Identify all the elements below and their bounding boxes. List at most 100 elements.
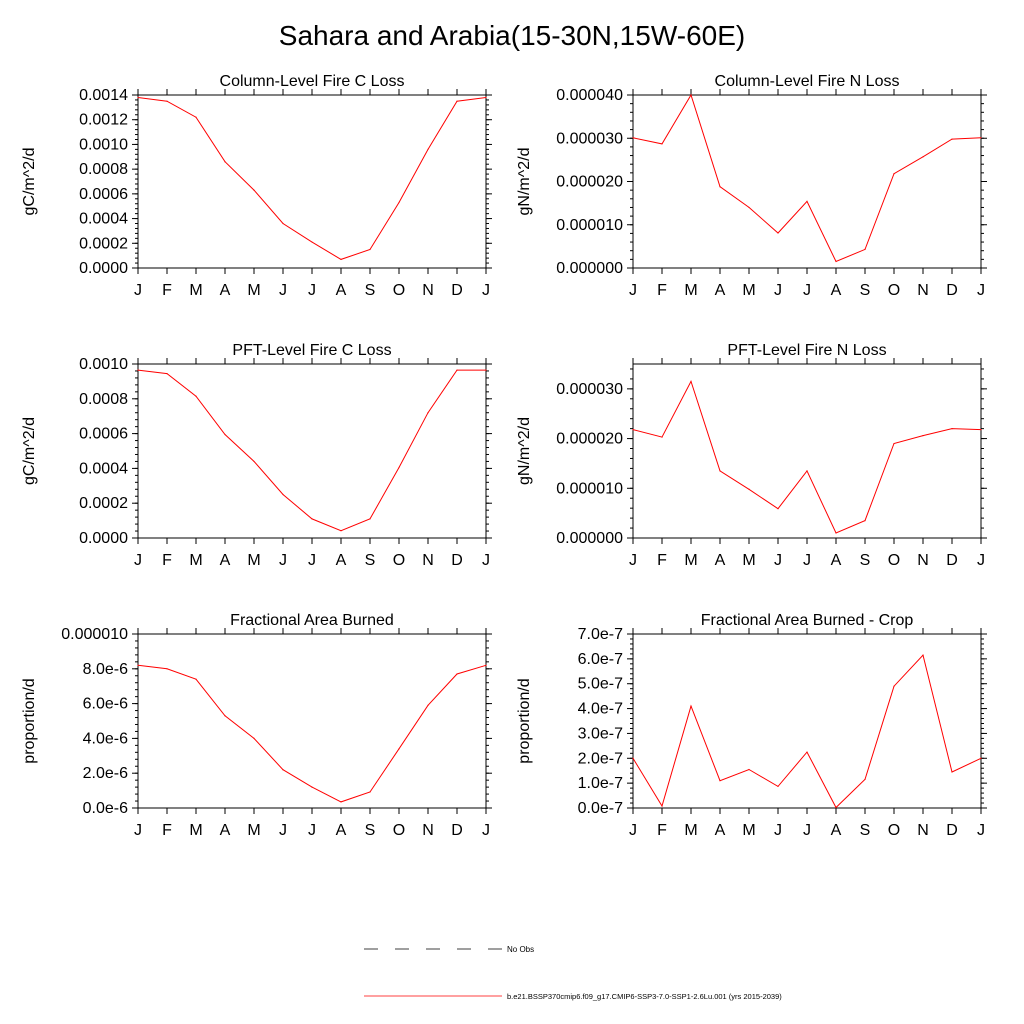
data-point bbox=[195, 678, 197, 680]
y-tick-label: 0.0006 bbox=[79, 426, 128, 443]
data-point bbox=[253, 189, 255, 191]
y-tick-label: 0.0002 bbox=[79, 495, 128, 512]
x-tick-label: F bbox=[162, 552, 172, 569]
x-tick-label: N bbox=[917, 822, 929, 839]
x-tick-label: N bbox=[917, 552, 929, 569]
x-tick-label: S bbox=[365, 282, 376, 299]
data-point bbox=[690, 705, 692, 707]
data-point bbox=[166, 100, 168, 102]
chart-title: PFT-Level Fire C Loss bbox=[232, 342, 391, 359]
legend-model-label: b.e21.BSSP370cmip6.f09_g17.CMIP6-SSP3-7.… bbox=[507, 992, 782, 1001]
y-axis-label: proportion/d bbox=[516, 678, 533, 763]
x-tick-label: J bbox=[308, 552, 316, 569]
data-point bbox=[224, 161, 226, 163]
series-line bbox=[137, 369, 486, 532]
data-point bbox=[980, 137, 982, 139]
data-point bbox=[311, 786, 313, 788]
y-tick-label: 0.0008 bbox=[79, 391, 128, 408]
data-point bbox=[864, 520, 866, 522]
data-point bbox=[137, 96, 139, 99]
x-tick-label: A bbox=[220, 552, 231, 569]
data-point bbox=[427, 412, 429, 414]
y-tick-label: 0.000030 bbox=[556, 130, 623, 147]
series-line bbox=[632, 654, 982, 809]
x-tick-label: S bbox=[365, 822, 376, 839]
x-tick-label: J bbox=[977, 282, 985, 299]
y-tick-label: 0.000010 bbox=[556, 480, 623, 497]
x-tick-label: N bbox=[422, 552, 434, 569]
x-tick-label: D bbox=[451, 552, 463, 569]
data-point bbox=[369, 248, 371, 251]
x-tick-label: F bbox=[657, 822, 667, 839]
y-tick-label: 0.0008 bbox=[79, 161, 128, 178]
data-point bbox=[661, 805, 663, 807]
data-point bbox=[224, 433, 226, 436]
chart-title: PFT-Level Fire N Loss bbox=[727, 342, 886, 359]
x-tick-label: S bbox=[365, 552, 376, 569]
data-point bbox=[224, 715, 226, 717]
data-point bbox=[427, 704, 429, 706]
x-tick-label: J bbox=[279, 282, 287, 299]
x-tick-label: M bbox=[684, 282, 697, 299]
x-tick-label: D bbox=[946, 552, 958, 569]
x-tick-label: J bbox=[482, 822, 490, 839]
x-tick-label: O bbox=[888, 282, 900, 299]
x-tick-label: M bbox=[247, 282, 260, 299]
y-tick-label: 2.0e-7 bbox=[578, 750, 623, 767]
y-tick-label: 0.0000 bbox=[79, 260, 128, 277]
data-point bbox=[951, 138, 953, 140]
x-tick-label: A bbox=[715, 822, 726, 839]
x-tick-label: M bbox=[742, 552, 755, 569]
data-point bbox=[253, 737, 255, 740]
y-tick-label: 4.0e-6 bbox=[83, 730, 128, 747]
series-line bbox=[137, 664, 487, 803]
data-point bbox=[253, 460, 255, 463]
x-tick-label: M bbox=[247, 822, 260, 839]
data-point bbox=[661, 143, 663, 145]
data-point bbox=[748, 206, 750, 209]
data-point bbox=[340, 801, 342, 803]
x-tick-label: D bbox=[946, 282, 958, 299]
x-tick-label: A bbox=[831, 822, 842, 839]
data-point bbox=[748, 488, 750, 490]
data-point bbox=[980, 757, 982, 759]
x-tick-label: M bbox=[742, 282, 755, 299]
y-tick-label: 0.0014 bbox=[79, 87, 128, 104]
y-tick-label: 0.0006 bbox=[79, 186, 128, 203]
chart-title: Column-Level Fire N Loss bbox=[715, 73, 900, 90]
data-point bbox=[632, 757, 634, 759]
plot-frame bbox=[632, 633, 982, 809]
x-tick-label: M bbox=[189, 282, 202, 299]
data-point bbox=[311, 518, 313, 520]
data-point bbox=[922, 434, 924, 437]
y-axis-label: gN/m^2/d bbox=[516, 148, 533, 216]
x-tick-label: A bbox=[715, 552, 726, 569]
chart-title: Fractional Area Burned - Crop bbox=[701, 612, 914, 629]
x-tick-label: S bbox=[860, 282, 871, 299]
y-tick-label: 0.0012 bbox=[79, 112, 128, 129]
data-point bbox=[195, 395, 197, 397]
data-point bbox=[485, 96, 487, 99]
x-tick-label: A bbox=[336, 822, 347, 839]
x-tick-label: J bbox=[134, 822, 142, 839]
data-point bbox=[369, 791, 371, 793]
data-point bbox=[485, 664, 487, 666]
data-point bbox=[864, 248, 866, 251]
data-point bbox=[806, 751, 808, 753]
data-point bbox=[485, 369, 487, 371]
data-point bbox=[282, 769, 284, 771]
y-axis-label: gN/m^2/d bbox=[516, 417, 533, 485]
data-point bbox=[893, 173, 895, 175]
data-point bbox=[282, 222, 284, 225]
x-tick-label: A bbox=[336, 282, 347, 299]
x-tick-label: J bbox=[482, 282, 490, 299]
x-tick-label: J bbox=[803, 552, 811, 569]
x-tick-label: A bbox=[831, 282, 842, 299]
y-axis-label: gC/m^2/d bbox=[21, 417, 38, 485]
x-tick-label: M bbox=[189, 822, 202, 839]
data-point bbox=[398, 201, 400, 204]
